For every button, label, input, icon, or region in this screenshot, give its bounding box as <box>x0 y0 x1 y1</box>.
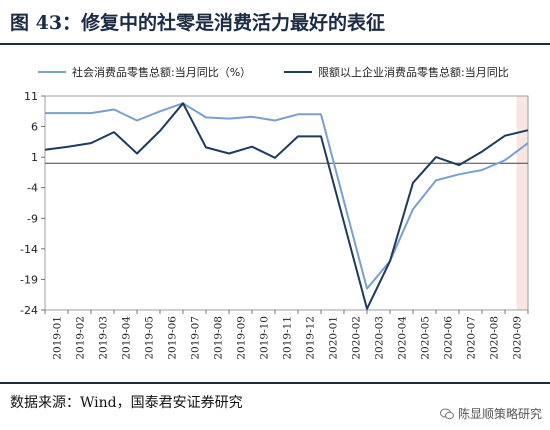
highlight-band <box>516 96 528 310</box>
x-tick-label: 2020-09 <box>512 316 524 360</box>
x-tick-label: 2020-08 <box>489 316 501 360</box>
y-tick-label: -9 <box>27 212 38 225</box>
y-tick-label: -19 <box>20 273 38 286</box>
x-tick-label: 2020-06 <box>443 316 455 360</box>
x-tick-label: 2020-07 <box>466 316 478 360</box>
x-tick-label: 2019-09 <box>236 316 248 360</box>
series-line-above-quota-sales <box>44 102 529 310</box>
y-tick-label: 11 <box>24 90 38 103</box>
chart-title: 图 43：修复中的社零是消费活力最好的表征 <box>10 12 386 34</box>
y-tick-label: -14 <box>20 243 38 256</box>
watermark: 陈显顺策略研究 <box>439 405 542 422</box>
x-tick-label: 2019-02 <box>75 316 87 360</box>
legend-item-series1: 社会消费品零售总额:当月同比（%） <box>38 64 251 80</box>
y-tick-label: 1 <box>31 151 38 164</box>
x-tick-label: 2019-04 <box>121 316 133 360</box>
y-tick-label: 6 <box>31 121 38 134</box>
y-tick-label: -4 <box>27 182 38 195</box>
legend-swatch-series2 <box>284 71 312 73</box>
line-chart: 11 6 1 -4 -9 -14 -19 -24 2019-01 2019-02 2019-03 20… <box>20 90 529 360</box>
source-rule <box>0 382 550 384</box>
x-tick-label: 2020-01 <box>328 316 340 360</box>
x-tick-label: 2020-02 <box>351 316 363 360</box>
x-tick-label: 2019-03 <box>98 316 110 360</box>
legend-item-series2: 限额以上企业消费品零售总额:当月同比 <box>284 64 509 80</box>
wechat-icon <box>439 408 454 419</box>
watermark-text: 陈显顺策略研究 <box>457 407 542 421</box>
x-tick-label: 2019-12 <box>305 316 317 360</box>
source-note: 数据来源：Wind，国泰君安证券研究 <box>10 395 243 411</box>
x-tick-label: 2019-06 <box>167 316 179 360</box>
legend-swatch-series1 <box>38 71 66 73</box>
x-tick-label: 2020-04 <box>397 316 409 360</box>
legend-label-series2: 限额以上企业消费品零售总额:当月同比 <box>318 66 509 79</box>
x-tick-label: 2019-07 <box>190 316 202 360</box>
x-tick-label: 2019-11 <box>282 316 294 360</box>
x-tick-label: 2020-05 <box>420 316 432 360</box>
title-rule-top <box>0 43 550 45</box>
y-tick-label: -24 <box>20 304 38 317</box>
legend-label-series1: 社会消费品零售总额:当月同比（%） <box>72 66 252 79</box>
series-line-retail-sales <box>45 102 529 290</box>
x-tick-label: 2019-01 <box>52 316 64 360</box>
plot-frame <box>44 95 529 311</box>
x-tick-label: 2019-10 <box>259 316 271 360</box>
x-tick-label: 2019-08 <box>213 316 225 360</box>
x-tick-label: 2020-03 <box>374 316 386 360</box>
x-tick-label: 2019-05 <box>144 316 156 360</box>
